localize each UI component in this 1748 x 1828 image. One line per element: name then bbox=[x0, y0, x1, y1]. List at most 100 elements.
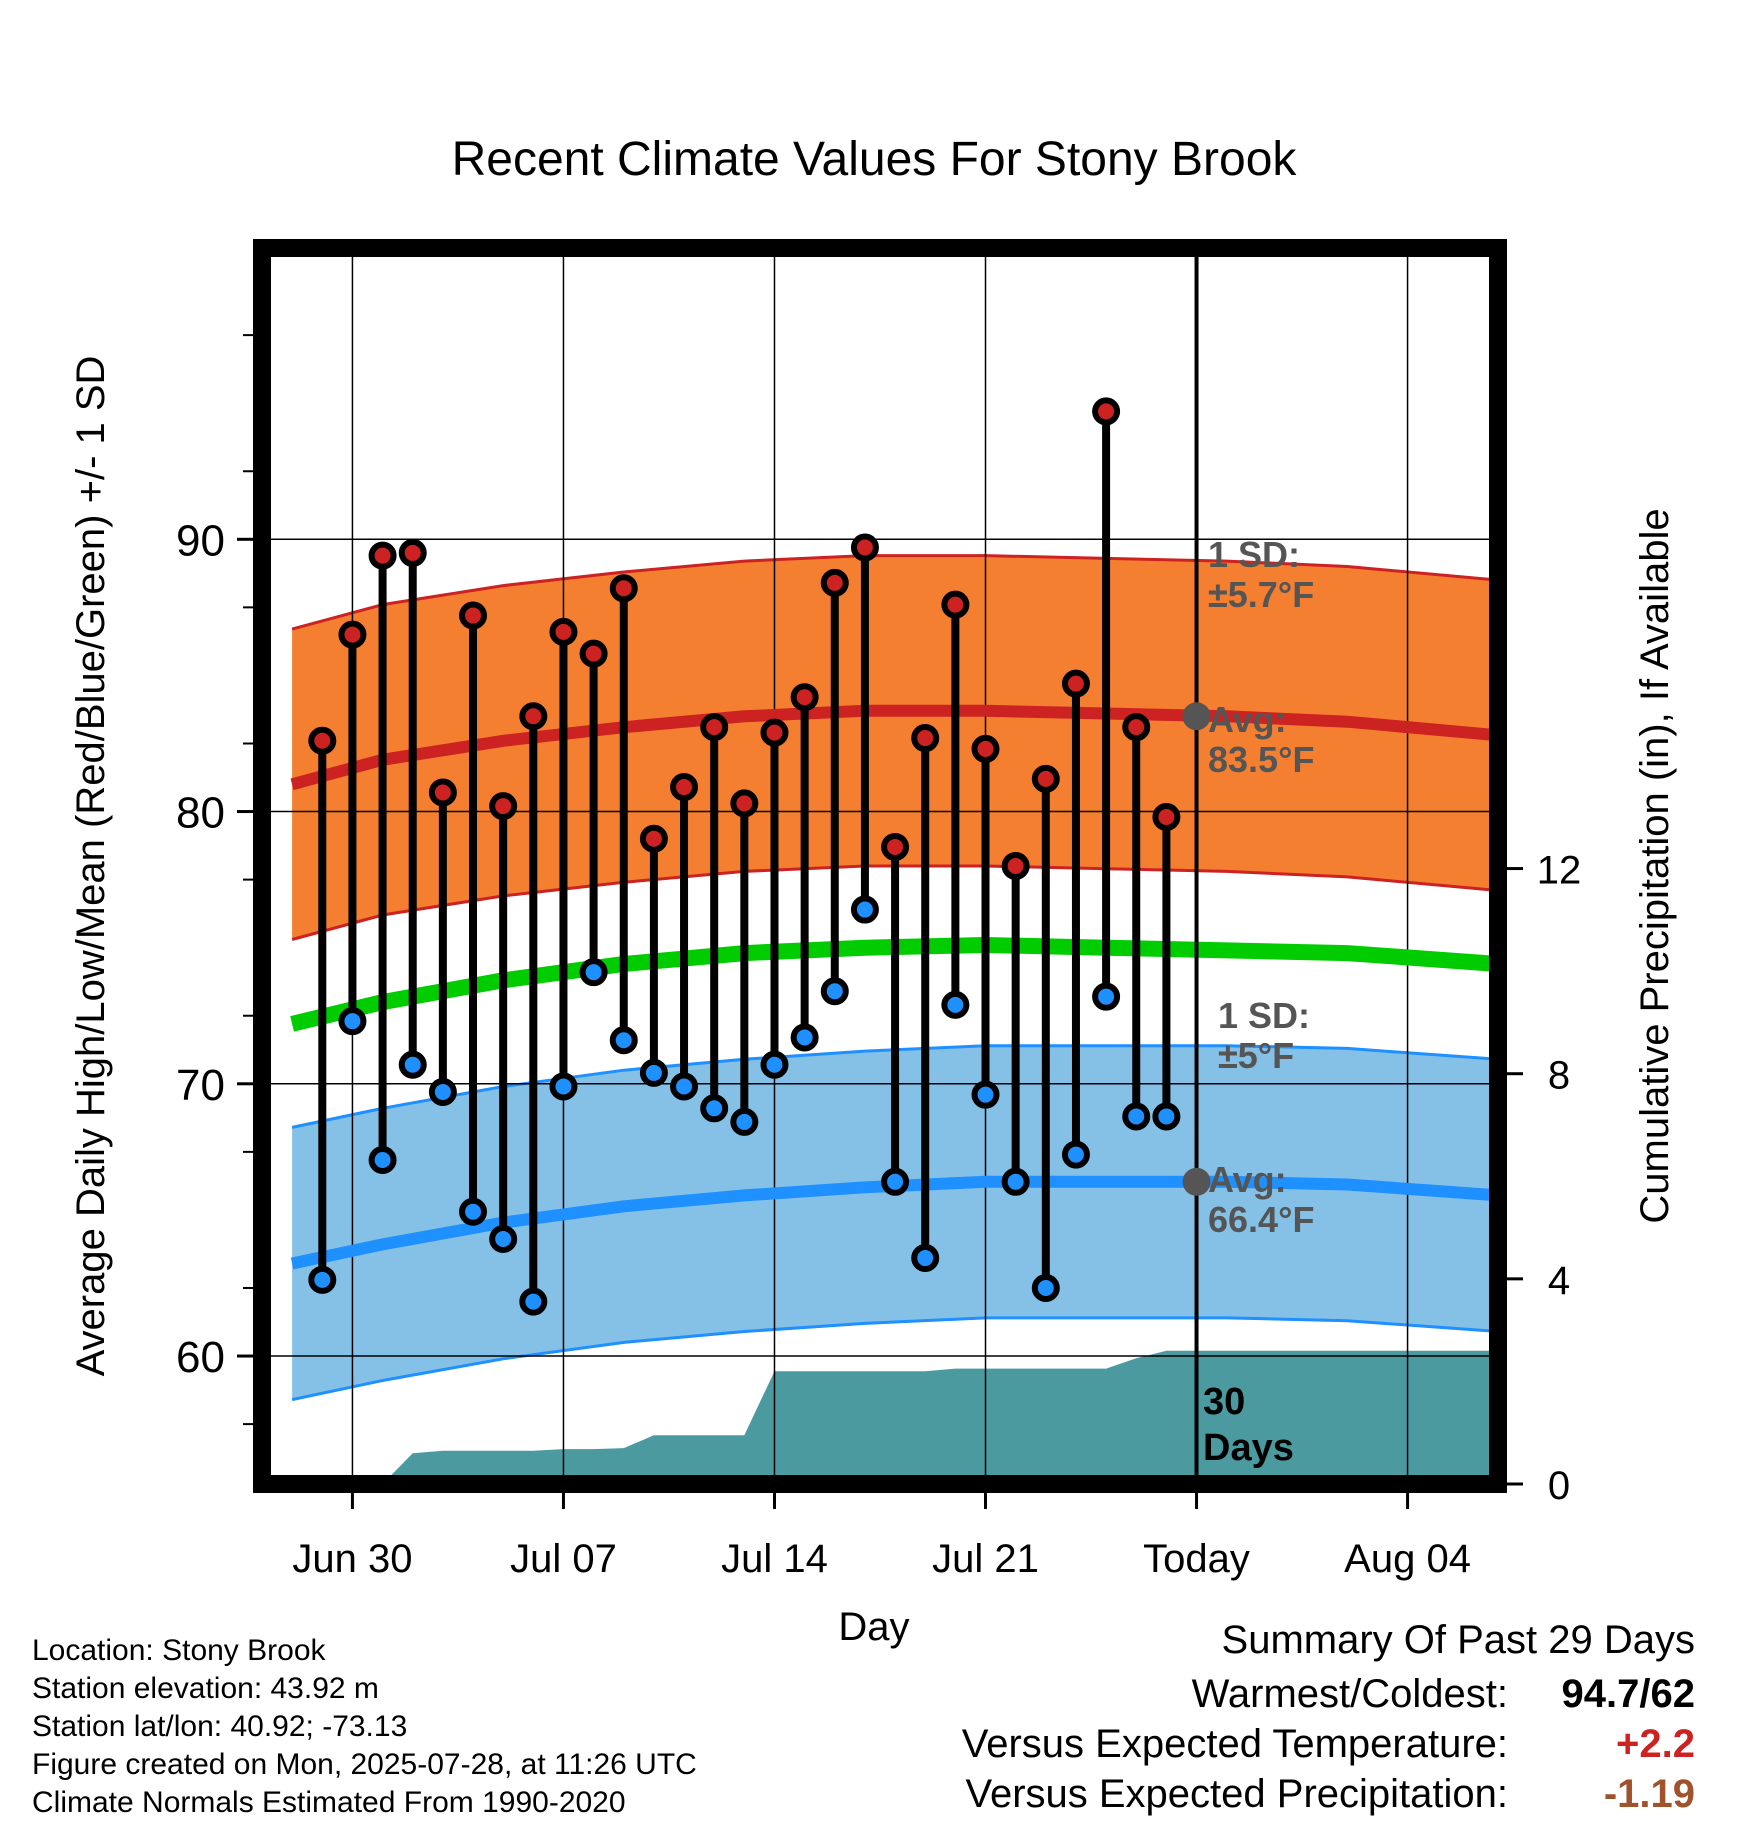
daily-range-bars bbox=[318, 411, 1171, 1302]
low-point-4 bbox=[428, 1077, 457, 1106]
low-point-6 bbox=[489, 1224, 518, 1253]
low-point-20 bbox=[911, 1244, 940, 1273]
today-low-marker bbox=[1182, 1167, 1211, 1196]
low-point-27 bbox=[1122, 1102, 1151, 1131]
low-point-21 bbox=[941, 990, 970, 1019]
high-point-21 bbox=[941, 590, 970, 619]
low-point-2 bbox=[368, 1146, 397, 1175]
low-point-0 bbox=[308, 1265, 337, 1294]
annotations: 1 SD: ±5.7°F Avg: 83.5°F 1 SD: ±5°F Avg: 66.4°F… bbox=[1182, 534, 1314, 1469]
low-point-25 bbox=[1061, 1140, 1090, 1169]
high-point-3 bbox=[398, 538, 427, 567]
high-point-26 bbox=[1092, 397, 1121, 426]
temp-value: +2.2 bbox=[1616, 1722, 1695, 1766]
high-point-8 bbox=[549, 617, 578, 646]
high-point-27 bbox=[1122, 713, 1151, 742]
high-point-5 bbox=[459, 601, 488, 630]
x-tick-label-3: Jul 21 bbox=[932, 1537, 1039, 1581]
low-point-7 bbox=[519, 1287, 548, 1316]
high-point-10 bbox=[609, 574, 638, 603]
low-point-22 bbox=[971, 1080, 1000, 1109]
high-point-11 bbox=[639, 824, 668, 853]
low-point-28 bbox=[1152, 1102, 1181, 1131]
high-point-25 bbox=[1061, 669, 1090, 698]
low-point-5 bbox=[459, 1197, 488, 1226]
y-tick-label-80: 80 bbox=[176, 789, 225, 838]
y-tick-label-90: 90 bbox=[176, 516, 225, 565]
low-point-14 bbox=[730, 1107, 759, 1136]
low-point-8 bbox=[549, 1072, 578, 1101]
low-point-9 bbox=[579, 958, 608, 987]
precip-value: -1.19 bbox=[1603, 1772, 1695, 1816]
y2-axis-label: Cumulative Precipitation (in), If Availa… bbox=[1633, 508, 1677, 1223]
low-sd-annotation: 1 SD: ±5°F bbox=[1218, 995, 1310, 1076]
temp-label: Versus Expected Temperature: bbox=[961, 1722, 1508, 1766]
plot-frame bbox=[253, 239, 1507, 1493]
low-point-15 bbox=[760, 1050, 789, 1079]
high-point-13 bbox=[700, 713, 729, 742]
y2-tick-label-12: 12 bbox=[1537, 849, 1582, 893]
high-avg-annotation: Avg: 83.5°F bbox=[1208, 699, 1314, 780]
high-point-19 bbox=[881, 832, 910, 861]
precipitation-fill bbox=[322, 1350, 1498, 1484]
y-tick-label-60: 60 bbox=[176, 1333, 225, 1382]
precipitation-area bbox=[322, 1350, 1498, 1484]
low-point-1 bbox=[338, 1007, 367, 1036]
low-avg-annotation: Avg: 66.4°F bbox=[1208, 1159, 1314, 1240]
warmest-label: Warmest/Coldest: bbox=[1191, 1672, 1508, 1716]
low-point-17 bbox=[820, 977, 849, 1006]
high-point-18 bbox=[850, 533, 879, 562]
high-point-4 bbox=[428, 778, 457, 807]
x-tick-label-5: Aug 04 bbox=[1344, 1537, 1471, 1581]
y2-tick-label-8: 8 bbox=[1548, 1054, 1570, 1098]
high-point-1 bbox=[338, 620, 367, 649]
summary-title: Summary Of Past 29 Days bbox=[1221, 1618, 1695, 1662]
x-tick-label-1: Jul 07 bbox=[510, 1537, 617, 1581]
high-point-9 bbox=[579, 639, 608, 668]
daily-points bbox=[308, 397, 1181, 1316]
low-point-10 bbox=[609, 1026, 638, 1055]
high-point-17 bbox=[820, 568, 849, 597]
high-point-22 bbox=[971, 734, 1000, 763]
high-point-15 bbox=[760, 718, 789, 747]
x-tick-label-2: Jul 14 bbox=[721, 1537, 828, 1581]
chart-title: Recent Climate Values For Stony Brook bbox=[452, 133, 1298, 186]
low-point-16 bbox=[790, 1023, 819, 1052]
low-point-18 bbox=[850, 895, 879, 924]
low-sd-upper-edge bbox=[291, 1044, 1499, 1129]
high-point-2 bbox=[368, 541, 397, 570]
high-point-6 bbox=[489, 792, 518, 821]
high-point-12 bbox=[670, 773, 699, 802]
created-text: Figure created on Mon, 2025-07-28, at 11… bbox=[32, 1748, 697, 1781]
axes: Jun 30 Jul 07 Jul 14 Jul 21 Today Aug 04 60 70 8… bbox=[176, 334, 1582, 1581]
x-tick-label-4: Today bbox=[1143, 1537, 1250, 1581]
normal-mean-line bbox=[290, 936, 1499, 1032]
high-point-28 bbox=[1152, 802, 1181, 831]
y2-tick-label-0: 0 bbox=[1548, 1464, 1570, 1508]
normal-low-line bbox=[290, 1175, 1499, 1270]
y2-tick-label-4: 4 bbox=[1548, 1259, 1570, 1303]
low-point-13 bbox=[700, 1094, 729, 1123]
high-point-24 bbox=[1031, 764, 1060, 793]
y-tick-label-70: 70 bbox=[176, 1061, 225, 1110]
today-days-label: 30 Days bbox=[1203, 1381, 1294, 1469]
latlon-text: Station lat/lon: 40.92; -73.13 bbox=[32, 1710, 408, 1743]
high-point-20 bbox=[911, 724, 940, 753]
normals-text: Climate Normals Estimated From 1990-2020 bbox=[32, 1786, 626, 1819]
low-point-12 bbox=[670, 1072, 699, 1101]
low-point-23 bbox=[1001, 1167, 1030, 1196]
x-axis-label: Day bbox=[838, 1605, 909, 1649]
high-point-16 bbox=[790, 683, 819, 712]
high-point-23 bbox=[1001, 852, 1030, 880]
low-point-26 bbox=[1092, 982, 1121, 1011]
low-point-3 bbox=[398, 1050, 427, 1079]
low-sd-lower-edge bbox=[291, 1316, 1499, 1402]
precip-label: Versus Expected Precipitation: bbox=[965, 1772, 1508, 1816]
low-point-19 bbox=[881, 1167, 910, 1196]
today-high-marker bbox=[1182, 702, 1211, 731]
low-point-24 bbox=[1031, 1273, 1060, 1302]
x-tick-label-0: Jun 30 bbox=[292, 1537, 412, 1581]
high-point-7 bbox=[519, 702, 548, 731]
high-point-0 bbox=[308, 726, 337, 755]
